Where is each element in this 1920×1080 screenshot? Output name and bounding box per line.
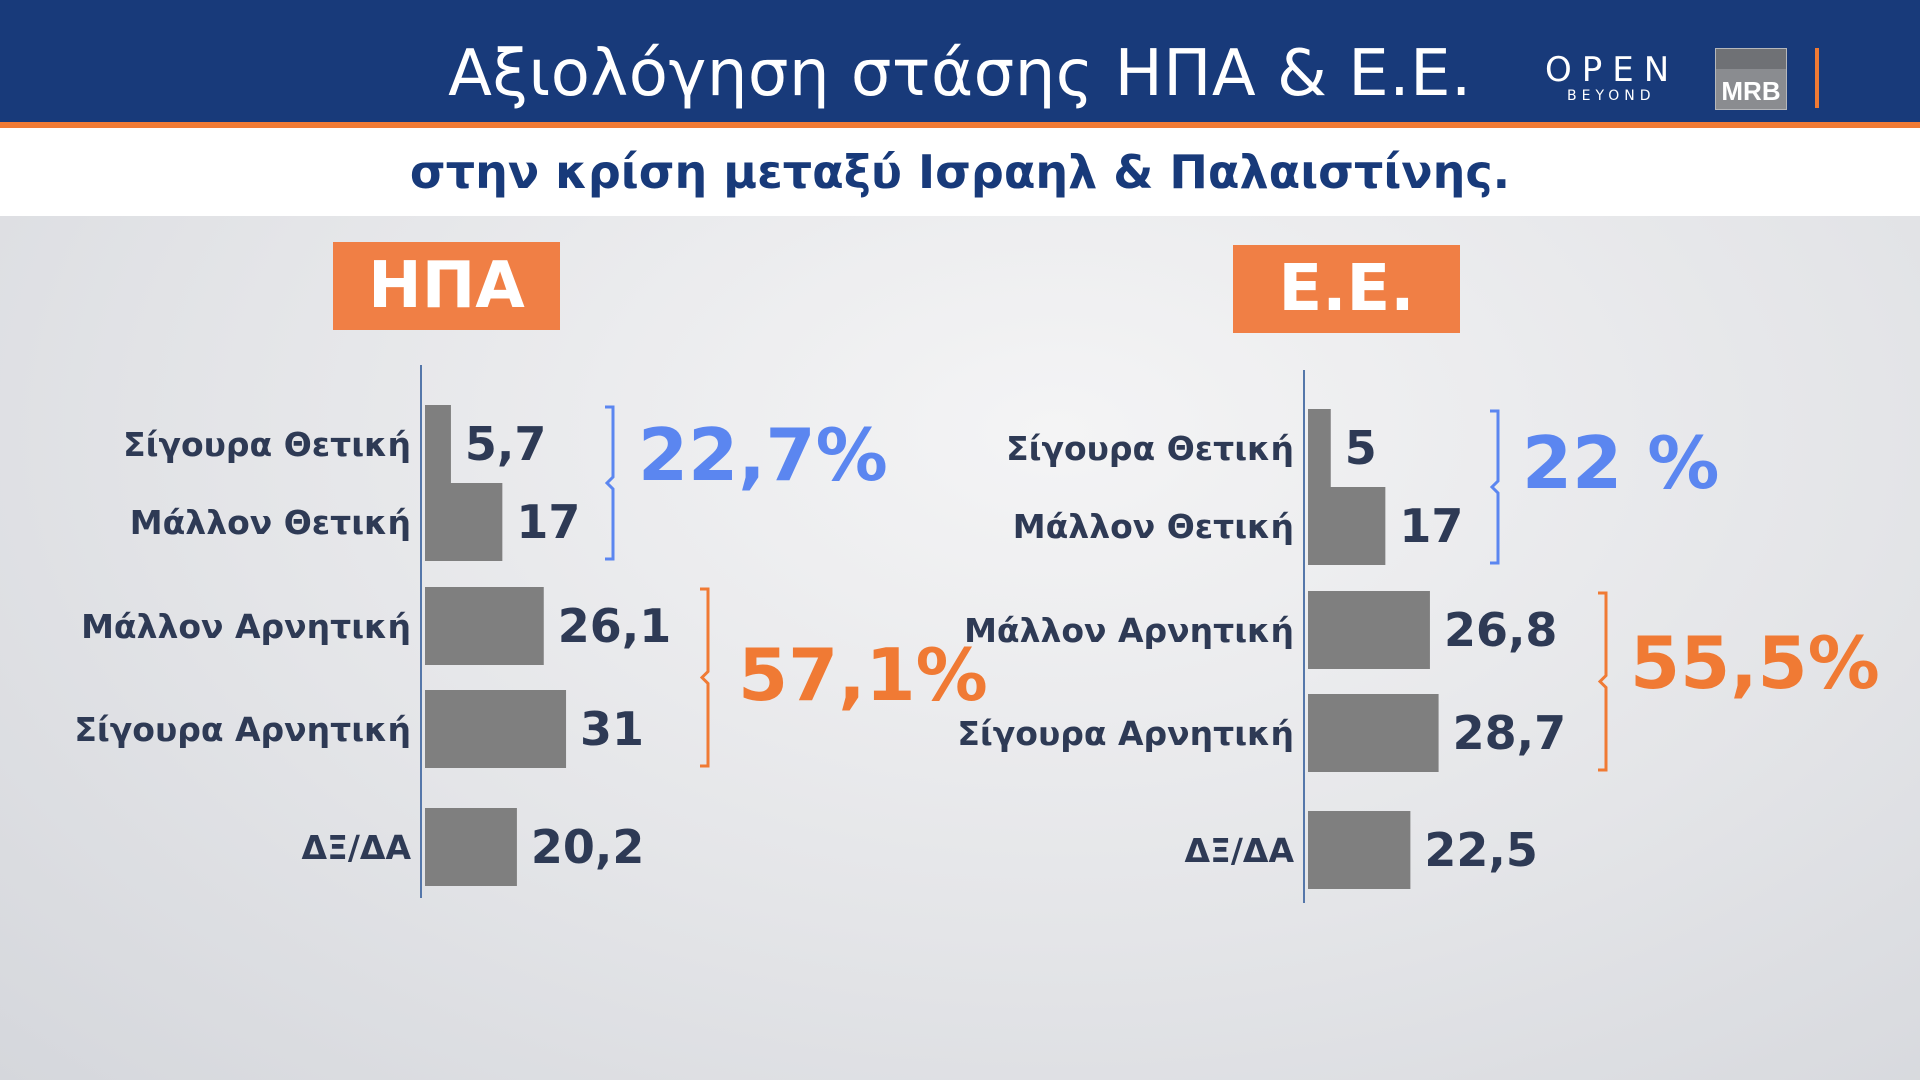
value-label-usa-3: 31 <box>580 702 644 756</box>
category-label-eu-2: Μάλλον Αρνητική <box>964 611 1294 650</box>
panel-title-eu: Ε.Ε. <box>1233 245 1460 333</box>
value-label-eu-2: 26,8 <box>1444 603 1558 657</box>
category-label-usa-3: Σίγουρα Αρνητική <box>74 710 411 749</box>
category-label-usa-2: Μάλλον Αρνητική <box>81 607 411 646</box>
header-accent-line <box>0 122 1920 128</box>
category-label-eu-1: Μάλλον Θετική <box>1013 507 1294 546</box>
page-subtitle: στην κρίση μεταξύ Ισραηλ & Παλαιστίνης. <box>409 145 1511 199</box>
bar-eu-2 <box>1308 591 1430 669</box>
bar-eu-4 <box>1308 811 1411 889</box>
value-label-eu-0: 5 <box>1345 421 1377 475</box>
category-label-eu-0: Σίγουρα Θετική <box>1006 429 1294 468</box>
value-label-usa-0: 5,7 <box>465 417 547 471</box>
category-label-usa-4: ΔΞ/ΔΑ <box>301 828 411 867</box>
open-logo: OPEN BEYOND <box>1545 52 1685 112</box>
mrb-logo-band <box>1716 49 1786 69</box>
mrb-logo: MRB <box>1715 48 1787 110</box>
category-label-usa-1: Μάλλον Θετική <box>130 503 411 542</box>
category-label-eu-3: Σίγουρα Αρνητική <box>957 714 1294 753</box>
category-label-usa-0: Σίγουρα Θετική <box>123 425 411 464</box>
open-logo-text: OPEN <box>1545 50 1680 90</box>
mrb-logo-text: MRB <box>1721 76 1781 106</box>
value-label-eu-3: 28,7 <box>1453 706 1567 760</box>
bar-usa-0 <box>425 405 451 483</box>
header-bar <box>0 0 1920 126</box>
value-label-eu-1: 17 <box>1399 499 1463 553</box>
bar-usa-3 <box>425 690 567 768</box>
bar-eu-1 <box>1308 487 1386 565</box>
value-label-usa-4: 20,2 <box>531 820 645 874</box>
bar-usa-1 <box>425 483 503 561</box>
subtitle-band: στην κρίση μεταξύ Ισραηλ & Παλαιστίνης. <box>0 128 1920 216</box>
value-label-eu-4: 22,5 <box>1424 823 1538 877</box>
bar-eu-0 <box>1308 409 1331 487</box>
group-total-eu-1: 55,5% <box>1630 621 1880 705</box>
open-logo-subtext: BEYOND <box>1567 88 1656 104</box>
group-bracket-eu-1 <box>1597 591 1608 772</box>
bar-eu-3 <box>1308 694 1439 772</box>
group-bracket-eu-0 <box>1489 409 1500 565</box>
value-label-usa-2: 26,1 <box>558 599 672 653</box>
page-title: Αξιολόγηση στάσης ΗΠΑ & Ε.Ε. <box>448 37 1472 111</box>
header-divider <box>1815 48 1819 108</box>
group-total-usa-1: 57,1% <box>738 633 988 717</box>
value-label-usa-1: 17 <box>516 495 580 549</box>
group-total-eu-0: 22 % <box>1522 421 1719 505</box>
group-bracket-usa-1 <box>699 587 710 768</box>
panel-title-usa: ΗΠΑ <box>333 242 560 330</box>
category-label-eu-4: ΔΞ/ΔΑ <box>1184 831 1294 870</box>
bar-usa-2 <box>425 587 544 665</box>
bar-usa-4 <box>425 808 517 886</box>
group-bracket-usa-0 <box>604 405 615 561</box>
group-total-usa-0: 22,7% <box>638 413 888 497</box>
